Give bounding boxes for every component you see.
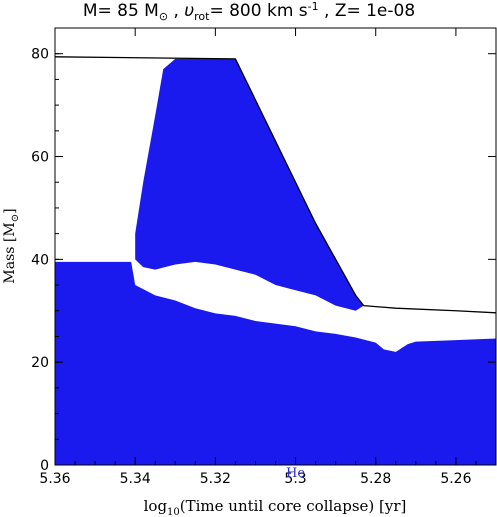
plot-area [54,56,497,465]
y-axis-label-close: ] [2,208,18,213]
title-sun-symbol: ⊙ [159,10,168,23]
y-tick-label: 0 [40,458,49,474]
convective-core-region [55,261,496,465]
x-axis: 5.36 5.34 5.32 5.3 5.28 5.26 [39,28,497,487]
x-axis-label-subscript: 10 [167,507,180,517]
title-velocity: = 800 km s [209,1,307,21]
title-prefix: M= 85 M [83,1,159,21]
y-axis-label-sun-symbol: ⊙ [10,214,21,222]
x-axis-label: log10(Time until core collapse) [yr] [144,497,407,517]
title-separator: , [168,1,184,21]
convective-envelope-region [135,58,364,311]
title-v-symbol: υ [184,1,194,21]
x-tick-label: 5.28 [360,471,391,487]
title-v-subscript: rot [194,10,210,23]
title-exponent: -1 [308,0,319,13]
x-axis-label-rest: (Time until core collapse) [yr] [180,497,407,515]
y-tick-label: 80 [31,47,49,63]
y-tick-label: 20 [31,355,49,371]
y-axis: 0 20 40 60 80 [31,27,496,474]
x-tick-label: 5.36 [39,471,70,487]
he-annotation: He [286,466,305,481]
y-tick-label: 40 [31,252,49,268]
x-tick-label: 5.26 [440,471,471,487]
total-mass-line [54,56,497,314]
y-tick-label: 60 [31,150,49,166]
x-tick-label: 5.3 [284,471,306,487]
svg-text:M= 85 M⊙ , υrot= 800 km s-1 ,: M= 85 M⊙ , υrot= 800 km s-1 , Z= 1e-08 [83,0,415,23]
y-axis-label-text: Mass [M [2,222,18,283]
x-tick-label: 5.34 [120,471,151,487]
title-metallicity: , Z= 1e-08 [319,1,416,21]
x-axis-label-log: log [144,497,168,515]
y-axis-label: Mass [M⊙] [2,208,21,283]
chart-title: M= 85 M⊙ , υrot= 800 km s-1 , Z= 1e-08 [83,0,415,23]
x-tick-label: 5.32 [200,471,231,487]
